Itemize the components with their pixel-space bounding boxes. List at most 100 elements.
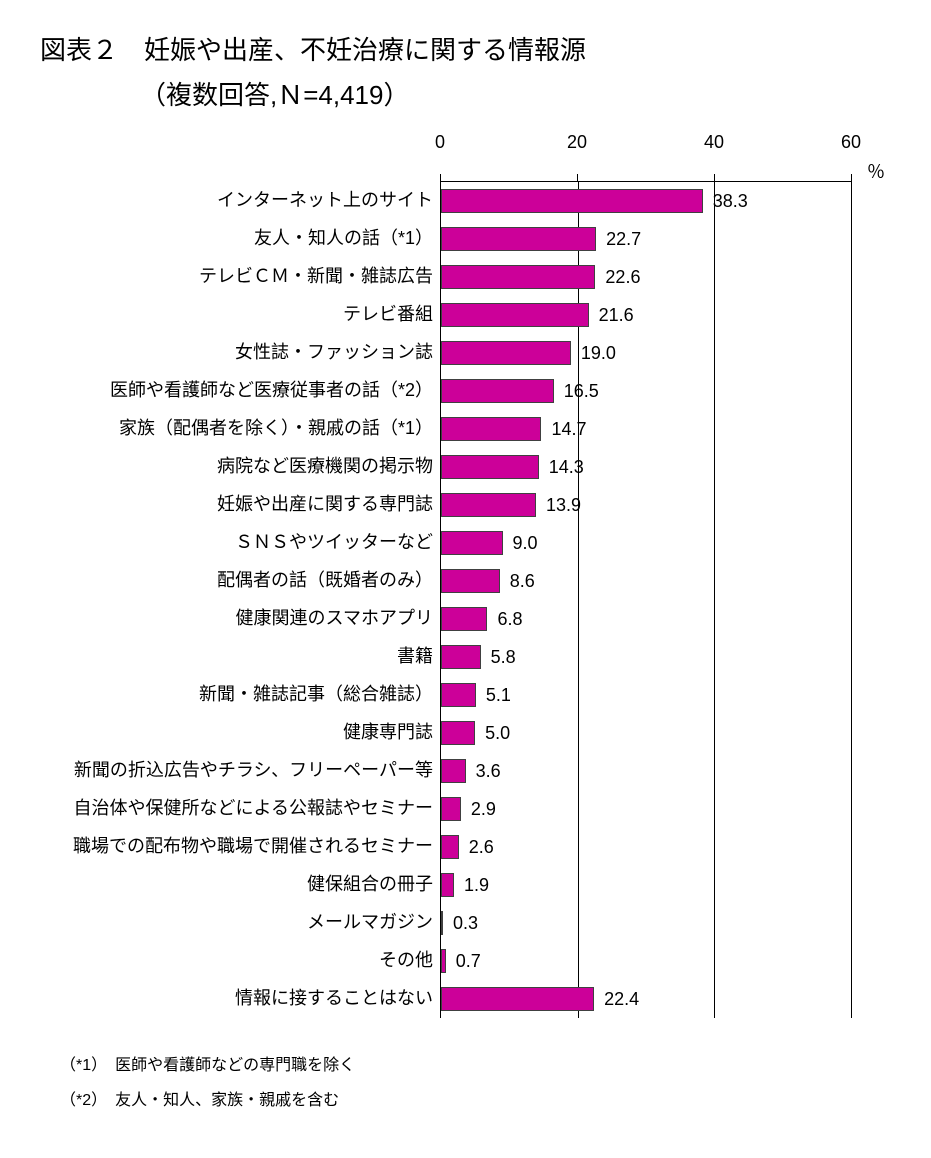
bar-row: インターネット上のサイト38.3 xyxy=(441,182,851,220)
bar-row: 家族（配偶者を除く）・親戚の話（*1）14.7 xyxy=(441,410,851,448)
bar xyxy=(441,949,446,973)
bar xyxy=(441,759,466,783)
bar xyxy=(441,721,475,745)
value-label: 22.7 xyxy=(606,229,641,250)
category-label: 書籍 xyxy=(41,647,441,667)
bar-row: 新聞・雑誌記事（総合雑誌）5.1 xyxy=(441,676,851,714)
value-label: 2.9 xyxy=(471,799,496,820)
category-label: 健保組合の冊子 xyxy=(41,875,441,895)
category-label: テレビＣＭ・新聞・雑誌広告 xyxy=(41,267,441,287)
x-tick-label: 40 xyxy=(704,132,724,153)
value-label: 16.5 xyxy=(564,381,599,402)
bar-row: その他0.7 xyxy=(441,942,851,980)
x-tick-mark xyxy=(577,174,578,182)
footnote: （*2） 友人・知人、家族・親戚を含む xyxy=(60,1083,891,1118)
category-label: 妊娠や出産に関する専門誌 xyxy=(41,495,441,515)
category-label: 家族（配偶者を除く）・親戚の話（*1） xyxy=(41,419,441,439)
value-label: 19.0 xyxy=(581,343,616,364)
bar xyxy=(441,987,594,1011)
bar-row: 健康専門誌5.0 xyxy=(441,714,851,752)
value-label: 22.6 xyxy=(605,267,640,288)
category-label: ＳＮＳやツイッターなど xyxy=(41,533,441,553)
bar xyxy=(441,531,503,555)
footnotes: （*1） 医師や看護師などの専門職を除く（*2） 友人・知人、家族・親戚を含む xyxy=(40,1048,891,1118)
category-label: メールマガジン xyxy=(41,913,441,933)
bar xyxy=(441,455,539,479)
bar-row: メールマガジン0.3 xyxy=(441,904,851,942)
footnote: （*1） 医師や看護師などの専門職を除く xyxy=(60,1048,891,1083)
bar xyxy=(441,683,476,707)
bar-row: 健保組合の冊子1.9 xyxy=(441,866,851,904)
bar xyxy=(441,493,536,517)
bar-row: 医師や看護師など医療従事者の話（*2）16.5 xyxy=(441,372,851,410)
x-tick-mark xyxy=(851,174,852,182)
bars-group: インターネット上のサイト38.3友人・知人の話（*1）22.7テレビＣＭ・新聞・… xyxy=(441,182,851,1018)
value-label: 8.6 xyxy=(510,571,535,592)
bar-row: 妊娠や出産に関する専門誌13.9 xyxy=(441,486,851,524)
bar-row: ＳＮＳやツイッターなど9.0 xyxy=(441,524,851,562)
value-label: 1.9 xyxy=(464,875,489,896)
bar-row: 女性誌・ファッション誌19.0 xyxy=(441,334,851,372)
bar xyxy=(441,189,703,213)
category-label: 友人・知人の話（*1） xyxy=(41,229,441,249)
bar xyxy=(441,607,487,631)
bar xyxy=(441,873,454,897)
category-label: 女性誌・ファッション誌 xyxy=(41,343,441,363)
bar-row: 職場での配布物や職場で開催されるセミナー2.6 xyxy=(441,828,851,866)
bar xyxy=(441,911,443,935)
value-label: 0.7 xyxy=(456,951,481,972)
bar-row: 病院など医療機関の掲示物14.3 xyxy=(441,448,851,486)
x-tick-mark xyxy=(714,174,715,182)
category-label: 自治体や保健所などによる公報誌やセミナー xyxy=(41,799,441,819)
value-label: 2.6 xyxy=(469,837,494,858)
value-label: 9.0 xyxy=(513,533,538,554)
bar xyxy=(441,341,571,365)
value-label: 13.9 xyxy=(546,495,581,516)
grid-line xyxy=(851,182,852,1018)
value-label: 6.8 xyxy=(497,609,522,630)
unit-label: ％ xyxy=(867,158,885,184)
category-label: 健康関連のスマホアプリ xyxy=(41,609,441,629)
category-label: その他 xyxy=(41,951,441,971)
bar xyxy=(441,569,500,593)
category-label: 新聞・雑誌記事（総合雑誌） xyxy=(41,685,441,705)
x-axis: ％ 0204060 xyxy=(440,132,851,182)
bar xyxy=(441,379,554,403)
category-label: 職場での配布物や職場で開催されるセミナー xyxy=(41,837,441,857)
category-label: 医師や看護師など医療従事者の話（*2） xyxy=(41,381,441,401)
value-label: 22.4 xyxy=(604,989,639,1010)
value-label: 21.6 xyxy=(599,305,634,326)
value-label: 14.3 xyxy=(549,457,584,478)
chart-title-line1: 図表２ 妊娠や出産、不妊治療に関する情報源 xyxy=(40,30,891,67)
bar xyxy=(441,227,596,251)
bar xyxy=(441,645,481,669)
bar-row: 友人・知人の話（*1）22.7 xyxy=(441,220,851,258)
bar xyxy=(441,417,541,441)
plot-area: インターネット上のサイト38.3友人・知人の話（*1）22.7テレビＣＭ・新聞・… xyxy=(440,182,851,1018)
bar-row: 配偶者の話（既婚者のみ）8.6 xyxy=(441,562,851,600)
category-label: 配偶者の話（既婚者のみ） xyxy=(41,571,441,591)
chart-title-line2: （複数回答,Ｎ=4,419） xyxy=(40,75,891,112)
bar-row: 自治体や保健所などによる公報誌やセミナー2.9 xyxy=(441,790,851,828)
x-tick-mark xyxy=(440,174,441,182)
category-label: 新聞の折込広告やチラシ、フリーペーパー等 xyxy=(41,761,441,781)
category-label: 病院など医療機関の掲示物 xyxy=(41,457,441,477)
bar-row: テレビ番組21.6 xyxy=(441,296,851,334)
chart-container: 図表２ 妊娠や出産、不妊治療に関する情報源 （複数回答,Ｎ=4,419） ％ 0… xyxy=(0,0,931,1158)
value-label: 0.3 xyxy=(453,913,478,934)
chart: ％ 0204060 インターネット上のサイト38.3友人・知人の話（*1）22.… xyxy=(40,132,891,1018)
x-tick-label: 20 xyxy=(567,132,587,153)
bar-row: 健康関連のスマホアプリ6.8 xyxy=(441,600,851,638)
bar-row: 書籍5.8 xyxy=(441,638,851,676)
category-label: インターネット上のサイト xyxy=(41,191,441,211)
bar-row: 情報に接することはない22.4 xyxy=(441,980,851,1018)
category-label: 健康専門誌 xyxy=(41,723,441,743)
bar xyxy=(441,835,459,859)
category-label: 情報に接することはない xyxy=(41,989,441,1009)
category-label: テレビ番組 xyxy=(41,305,441,325)
x-tick-label: 0 xyxy=(435,132,445,153)
value-label: 14.7 xyxy=(551,419,586,440)
bar xyxy=(441,265,595,289)
bar-row: テレビＣＭ・新聞・雑誌広告22.6 xyxy=(441,258,851,296)
value-label: 5.1 xyxy=(486,685,511,706)
